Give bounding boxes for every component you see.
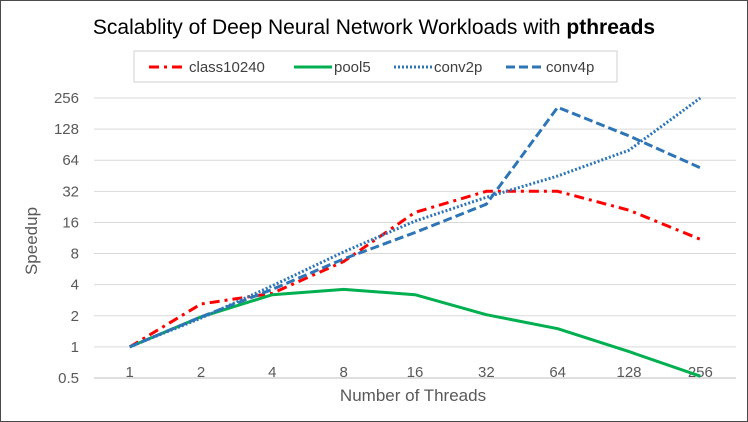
legend-label-conv4p: conv4p: [546, 59, 594, 76]
legend-label-pool5: pool5: [334, 59, 371, 76]
y-tick-label: 16: [62, 214, 79, 231]
x-tick-label: 32: [478, 364, 495, 381]
series-line-conv4p: [129, 105, 701, 349]
x-tick-label: 2: [197, 364, 205, 381]
series-line-pool5: [129, 287, 701, 378]
chart-title: Scalablity of Deep Neural Network Worklo…: [93, 16, 655, 39]
y-axis: 0.5 1 2 4 8 16 32 64 128 256: [54, 90, 79, 387]
x-tick-label: 1: [125, 364, 133, 381]
series-line-conv2p: [129, 96, 702, 349]
legend-label-conv2p: conv2p: [434, 59, 482, 76]
series-lines: [128, 96, 702, 378]
y-tick-label: 8: [71, 246, 79, 263]
chart-title-bold: pthreads: [566, 16, 655, 39]
y-tick-label: 4: [71, 277, 79, 294]
y-tick-label: 128: [54, 121, 79, 138]
legend-label-class10240: class10240: [189, 59, 265, 76]
y-axis-label: Speedup: [22, 207, 41, 275]
chart-title-prefix: Scalablity of Deep Neural Network Worklo…: [93, 16, 566, 39]
y-tick-label: 2: [71, 308, 79, 325]
y-tick-label: 0.5: [58, 370, 79, 387]
x-tick-label: 8: [339, 364, 347, 381]
x-tick-label: 16: [407, 364, 424, 381]
x-axis: 1 2 4 8 16 32 64 128 256: [94, 364, 736, 381]
y-tick-label: 1: [71, 339, 79, 356]
x-tick-label: 64: [549, 364, 566, 381]
legend: class10240 pool5 conv2p conv4p: [133, 50, 618, 83]
x-tick-label: 128: [616, 364, 641, 381]
x-tick-label: 4: [268, 364, 276, 381]
series-line-class10240: [128, 189, 701, 349]
y-tick-label: 256: [54, 90, 79, 107]
y-tick-label: 32: [62, 183, 79, 200]
y-tick-label: 64: [62, 152, 79, 169]
x-axis-label: Number of Threads: [340, 386, 486, 405]
legend-box: [133, 50, 618, 83]
x-tick-label: 256: [688, 364, 713, 381]
